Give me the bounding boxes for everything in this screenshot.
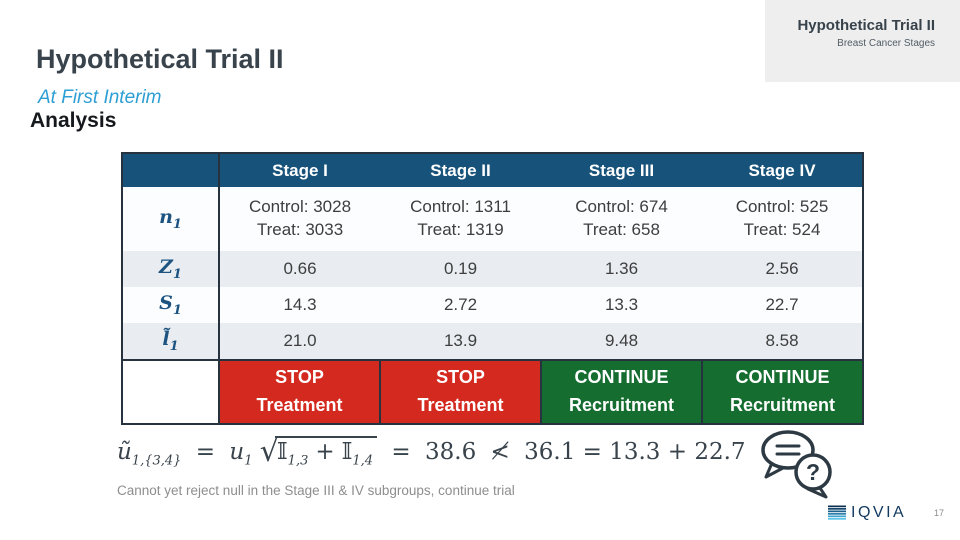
square-root: √𝕀1,3 + 𝕀1,4 (260, 434, 378, 469)
iqvia-logo: IQVIA (828, 504, 906, 522)
decision-empty-cell (122, 359, 220, 424)
header-box-title: Hypothetical Trial II (797, 17, 935, 34)
table-cell: 1.36 (604, 259, 639, 278)
table-cell: 8.58 (765, 331, 799, 350)
table-cell: 22.7 (765, 295, 799, 314)
column-header-stage1: Stage I (219, 153, 380, 187)
table-cell: 2.72 (443, 295, 478, 314)
table-corner-cell (122, 153, 220, 187)
table-cell: 0.66 (283, 259, 317, 278)
table-cell: 0.19 (443, 259, 478, 278)
decision-stop-stage2: STOP Treatment (379, 359, 542, 425)
table-header-row: Stage I Stage II Stage III Stage IV (122, 153, 863, 187)
page-title: Hypothetical Trial II (36, 44, 284, 74)
table-row-decisions: STOP Treatment STOP Treatment CONTINUE Recr… (122, 359, 864, 425)
table-cell: 14.3 (283, 295, 317, 314)
table-row-z1: Z1 0.66 0.19 1.36 2.56 (122, 251, 863, 287)
header-box-subtitle: Breast Cancer Stages (837, 38, 935, 49)
row-label-l1: l̃1 (122, 323, 220, 360)
column-header-stage4: Stage IV (702, 153, 863, 187)
table-cell: Control: 1311 Treat: 1319 (410, 197, 511, 239)
table-cell: Control: 525 Treat: 524 (735, 197, 829, 239)
table-cell: Control: 3028 Treat: 3033 (248, 197, 352, 239)
chat-bubbles-icon: ? (761, 430, 832, 499)
table-cell: 13.3 (604, 295, 639, 314)
logo-lines-icon (828, 505, 846, 520)
row-label-s1: S1 (122, 287, 220, 323)
formula-lhs: ũ1,{3,4} (117, 439, 182, 469)
decision-continue-stage4: CONTINUE Recruitment (701, 359, 864, 425)
slide-page-number: 17 (934, 508, 945, 518)
table-cell: 21.0 (283, 331, 317, 350)
table-row-l1: l̃1 21.0 13.9 9.48 8.58 (122, 323, 863, 360)
radical-sign: √ (259, 434, 279, 469)
not-less-than-symbol: ≮ (490, 439, 510, 465)
column-header-stage2: Stage II (380, 153, 541, 187)
combination-test-formula: ũ1,{3,4} = u1 √𝕀1,3 + 𝕀1,4 = 38.6 ≮ 36.1 =… (117, 434, 746, 469)
conclusion-text: Cannot yet reject null in the Stage III … (117, 483, 515, 498)
table-cell: Control: 674 Treat: 658 (575, 197, 668, 239)
formula-threshold: 36.1 = 13.3 + 22.7 (524, 439, 746, 465)
column-header-stage3: Stage III (541, 153, 702, 187)
row-label-z1: Z1 (122, 251, 220, 287)
page-subtitle-analysis: Analysis (30, 109, 117, 132)
formula-value: 38.6 (425, 439, 477, 465)
table-cell: 9.48 (604, 331, 639, 350)
decision-stop-stage1: STOP Treatment (218, 359, 381, 425)
trial-results-table: Stage I Stage II Stage III Stage IV n1 C… (121, 152, 864, 425)
table-cell: 13.9 (443, 331, 478, 350)
page-subtitle-interim: At First Interim (38, 87, 162, 108)
table-row-s1: S1 14.3 2.72 13.3 22.7 (122, 287, 863, 323)
formula-u1: u1 (229, 439, 253, 469)
row-label-n1: n1 (122, 187, 220, 251)
slide-header-box: Hypothetical Trial II Breast Cancer Stag… (765, 0, 960, 82)
decision-continue-stage3: CONTINUE Recruitment (540, 359, 703, 425)
table-row-n1: n1 Control: 3028 Treat: 3033 Control: 131… (122, 187, 863, 251)
table-cell: 2.56 (765, 259, 799, 278)
question-mark-glyph: ? (806, 459, 820, 485)
logo-wordmark: IQVIA (851, 504, 907, 521)
